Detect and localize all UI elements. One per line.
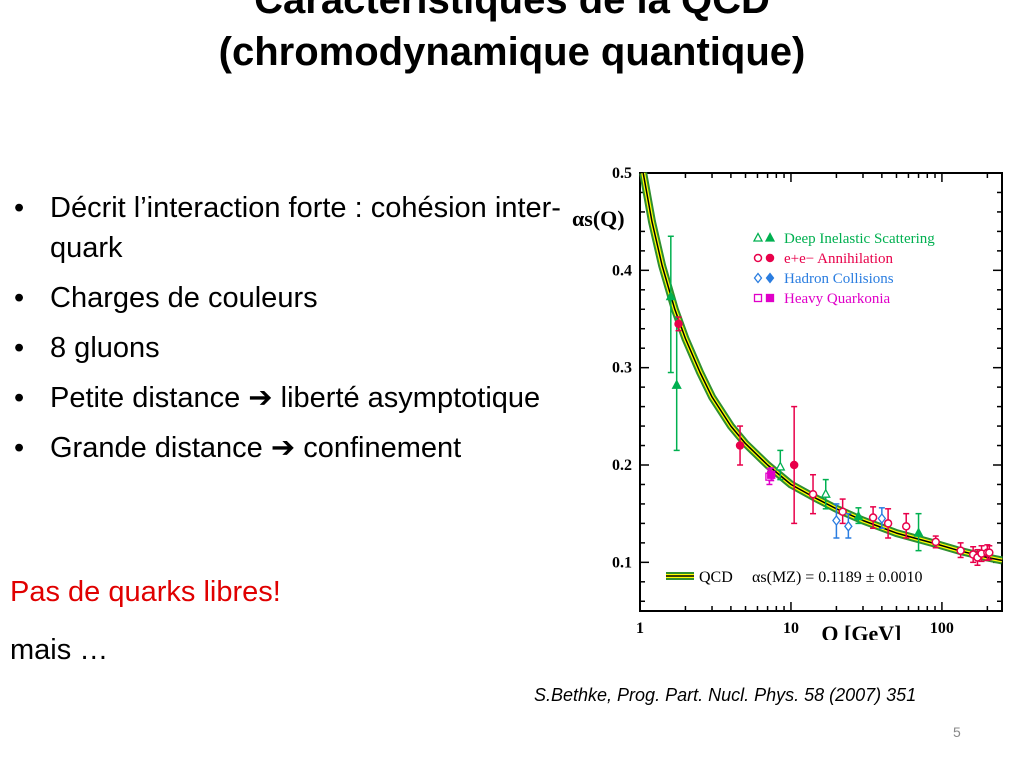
data-point bbox=[671, 379, 682, 389]
page-number: 5 bbox=[953, 724, 961, 740]
highlight-text: Pas de quarks libres! bbox=[10, 576, 281, 608]
bullet-marker: • bbox=[14, 382, 25, 414]
data-point bbox=[789, 460, 799, 470]
data-point bbox=[752, 232, 764, 242]
y-tick-label: 0.1 bbox=[612, 554, 632, 571]
bullet-text: Petite distance ➔ liberté asymptotique bbox=[50, 382, 541, 414]
chart-legend: Deep Inelastic Scattering e+e− Annihilati… bbox=[666, 231, 935, 586]
data-point bbox=[764, 232, 776, 242]
qcd-legend-label: QCD bbox=[699, 569, 733, 586]
plot-frame bbox=[639, 172, 1003, 612]
alpha-s-chart: 1 10 100 0.1 0.2 0.3 0.4 0.5 Q [GeV] αs(Q) Deep I… bbox=[572, 165, 1003, 640]
y-tick-label: 0.4 bbox=[612, 262, 632, 279]
data-point bbox=[808, 489, 818, 499]
data-point bbox=[931, 537, 940, 547]
data-point bbox=[820, 488, 831, 498]
x-tick-label: 1 bbox=[636, 620, 644, 637]
data-point bbox=[665, 290, 676, 301]
x-tick-label: 10 bbox=[783, 620, 799, 637]
bullet-item: • Décrit l’interaction forte : cohésion i… bbox=[10, 188, 590, 268]
data-point bbox=[985, 548, 994, 557]
bullet-text: Charges de couleurs bbox=[50, 282, 318, 314]
data-points bbox=[665, 235, 994, 567]
x-tick-label: 100 bbox=[930, 620, 954, 637]
bullet-item: • Charges de couleurs bbox=[10, 278, 590, 318]
y-tick-label: 0.5 bbox=[612, 165, 632, 182]
data-point bbox=[838, 507, 847, 516]
bullet-marker: • bbox=[14, 192, 25, 224]
x-axis-label: Q [GeV] bbox=[821, 621, 901, 640]
bullet-item: • Petite distance ➔ liberté asymptotique bbox=[10, 378, 590, 418]
citation: S.Bethke, Prog. Part. Nucl. Phys. 58 (20… bbox=[534, 685, 917, 705]
chart-labels: 1 10 100 0.1 0.2 0.3 0.4 0.5 Q [GeV] αs(Q) bbox=[572, 165, 954, 640]
y-axis-label: αs(Q) bbox=[572, 206, 625, 231]
bullet-text: 8 gluons bbox=[50, 332, 160, 364]
data-point bbox=[765, 253, 775, 263]
bullet-marker: • bbox=[14, 282, 25, 314]
title-line-2: (chromodynamique quantique) bbox=[218, 30, 806, 74]
continuation-text: mais … bbox=[10, 634, 109, 666]
bullet-marker: • bbox=[14, 432, 25, 464]
data-point bbox=[901, 522, 911, 531]
data-point bbox=[883, 519, 893, 528]
data-point bbox=[844, 520, 853, 532]
legend-label: e+e− Annihilation bbox=[784, 251, 893, 267]
data-point bbox=[868, 513, 878, 522]
y-tick-label: 0.2 bbox=[612, 457, 632, 474]
chart-axes bbox=[639, 172, 1003, 612]
data-point bbox=[853, 510, 864, 521]
data-point bbox=[877, 512, 887, 525]
bullet-item: • Grande distance ➔ confinement bbox=[10, 428, 590, 468]
bullet-marker: • bbox=[14, 332, 25, 364]
data-point bbox=[913, 527, 924, 537]
legend-label: Hadron Collisions bbox=[784, 271, 894, 287]
legend-label: Deep Inelastic Scattering bbox=[784, 231, 935, 247]
data-point bbox=[674, 319, 683, 329]
data-point bbox=[753, 272, 763, 284]
data-point bbox=[956, 546, 965, 555]
y-tick-label: 0.3 bbox=[612, 360, 632, 377]
alpha-s-annotation: αs(MZ) = 0.1189 ± 0.0010 bbox=[752, 569, 922, 586]
data-point bbox=[753, 253, 763, 263]
bullet-list: • Décrit l’interaction forte : cohésion i… bbox=[10, 188, 590, 478]
data-point bbox=[765, 272, 775, 284]
data-point bbox=[765, 293, 775, 303]
data-point bbox=[735, 441, 745, 450]
legend-label: Heavy Quarkonia bbox=[784, 291, 891, 307]
bullet-text: Décrit l’interaction forte : cohésion in… bbox=[50, 192, 561, 264]
data-point bbox=[767, 470, 776, 479]
bullet-text: Grande distance ➔ confinement bbox=[50, 432, 462, 464]
slide-title: Caractéristiques de la QCD (chromodynami… bbox=[0, 0, 1024, 78]
bullet-item: • 8 gluons bbox=[10, 328, 590, 368]
data-point bbox=[832, 514, 841, 527]
data-point bbox=[753, 293, 763, 303]
title-line-1: Caractéristiques de la QCD bbox=[254, 0, 770, 22]
data-point bbox=[775, 461, 786, 471]
